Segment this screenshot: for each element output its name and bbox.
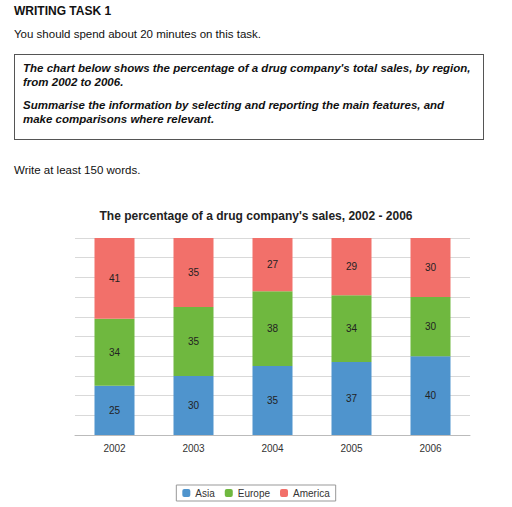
svg-text:35: 35 [188,336,200,347]
svg-text:34: 34 [109,347,121,358]
svg-text:29: 29 [346,261,358,272]
svg-text:The percentage of a drug compa: The percentage of a drug company's sales… [100,209,413,223]
html-text:WRITING TASK 1: WRITING TASK 1 [14,4,112,18]
svg-text:30: 30 [188,400,200,411]
svg-text:America: America [293,488,330,499]
svg-text:2005: 2005 [340,443,363,454]
svg-text:2002: 2002 [103,443,126,454]
svg-text:27: 27 [267,259,279,270]
html-text:Write at least 150 words.: Write at least 150 words. [14,164,141,176]
svg-text:Asia: Asia [195,488,215,499]
svg-text:34: 34 [346,323,358,334]
svg-text:2004: 2004 [261,443,284,454]
svg-text:25: 25 [109,405,121,416]
svg-text:2003: 2003 [182,443,205,454]
svg-text:2006: 2006 [419,443,442,454]
svg-text:38: 38 [267,323,279,334]
svg-text:37: 37 [346,393,358,404]
svg-text:35: 35 [267,395,279,406]
svg-text:41: 41 [109,273,121,284]
svg-text:30: 30 [425,262,437,273]
html-text:You should spend about 20 minu: You should spend about 20 minutes on thi… [14,28,261,40]
html-text:The chart below shows the perc: The chart below shows the percentage of … [23,62,471,88]
svg-text:30: 30 [425,321,437,332]
svg-text:40: 40 [425,390,437,401]
svg-text:35: 35 [188,267,200,278]
svg-text:Europe: Europe [238,488,271,499]
html-text:Summarise the information by s: Summarise the information by selecting a… [23,99,445,125]
